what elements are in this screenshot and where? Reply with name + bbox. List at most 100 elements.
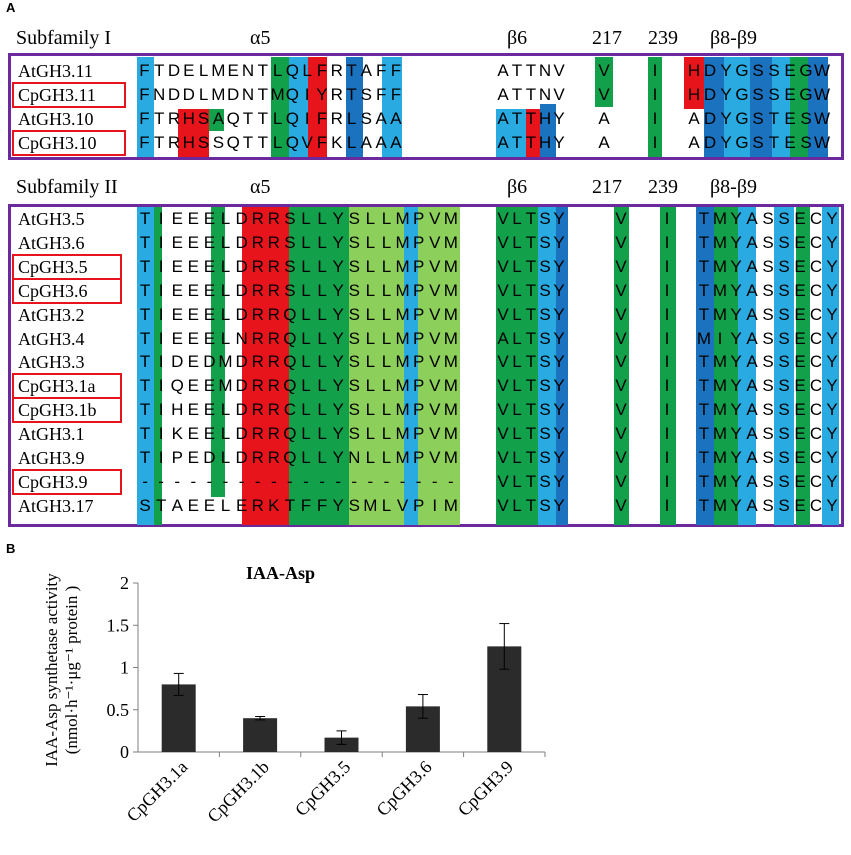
y-tick-label: 1.5: [107, 615, 130, 635]
sf2-vm-highlight: [418, 207, 460, 525]
sf2-seq-s3: V: [615, 424, 627, 444]
subfamily1-239-header: 239: [648, 27, 678, 49]
sf1-dy-highlight: [704, 57, 724, 157]
x-tick-label: CpGH3.9: [454, 757, 517, 820]
bar: [324, 737, 359, 752]
sf1-row-name: AtGH3.10: [18, 109, 94, 129]
sf1-row-name: CpGH3.11: [18, 85, 96, 105]
sf1-seq-s1: F N D D L MD N T MQ I Y R T S F F: [139, 85, 402, 104]
sf1-seq-s4: I: [652, 109, 658, 128]
sf2-c-highlight: [796, 207, 810, 525]
sf2-highlight-box: [12, 277, 122, 304]
sf2-row-name: AtGH3.2: [18, 304, 85, 325]
sf2-ss-highlight: [774, 207, 794, 525]
sf1-217-highlight: [595, 57, 613, 107]
y-tick-label: 0.5: [107, 700, 130, 720]
sf2-seq-s4: I: [664, 448, 670, 467]
sf2-row-name: CpGH3.1b: [18, 400, 97, 421]
sf2-p-highlight: [404, 207, 418, 525]
sf2-rr-highlight: [242, 207, 289, 525]
sf2-cy-highlight: [822, 207, 839, 525]
sf2-seq-s3: V: [615, 471, 627, 491]
subfamily2-beta8-9-header: β8-β9: [710, 176, 758, 198]
sf1-highlight-box: [12, 82, 126, 108]
sf2-highlight-box: [12, 373, 122, 400]
sf1-col-4-highlight: [308, 57, 327, 157]
sf2-row-name: AtGH3.6: [18, 232, 85, 253]
sf1-s2-highlight: [750, 57, 772, 157]
sf1-e-highlight: [790, 57, 808, 157]
subfamily2-alpha5-header: α5: [250, 176, 271, 198]
sf2-seq-s4: I: [664, 256, 670, 276]
sf2-seq-s3: V: [615, 376, 627, 396]
sf2-seq-s3: V: [615, 448, 627, 467]
sf2-217-highlight: [614, 207, 629, 525]
sf2-col-l-highlight: [211, 207, 225, 497]
sf1-seq-s3: V: [598, 61, 610, 80]
subfamily2-217-header: 217: [592, 176, 622, 198]
sf2-seq-s3: V: [615, 280, 627, 300]
sf1-row-name: AtGH3.11: [18, 61, 93, 81]
sf2-sll-highlight: [349, 207, 404, 525]
sf1-hd-highlight: [684, 57, 704, 109]
bar: [161, 684, 196, 752]
sf1-col-1-highlight: [137, 57, 154, 157]
sf1-seq-s3: V: [598, 85, 610, 104]
sf1-239-highlight: [648, 57, 662, 157]
sf2-seq-s4: I: [664, 495, 670, 515]
sf1-w-highlight: [808, 57, 828, 157]
bar: [405, 706, 440, 752]
sf2-s-highlight: [538, 207, 556, 525]
sf2-lly-highlight: [289, 207, 349, 525]
sf1-rh-highlight: [178, 109, 209, 157]
sf1-h-highlight: [526, 109, 540, 157]
sf2-col-i-highlight: [154, 207, 162, 525]
sf2-row-name: CpGH3.1a: [18, 376, 96, 397]
sf1-col-5-highlight: [346, 57, 363, 157]
sf2-seq-s3: V: [615, 209, 627, 228]
sf2-seq-s4: I: [664, 471, 670, 491]
sf1-seq-s4: I: [652, 61, 658, 80]
y-tick-label: 2: [120, 573, 129, 593]
x-tick-label: CpGH3.6: [372, 757, 435, 820]
sf2-y-highlight: [556, 207, 568, 525]
sf2-row-name: CpGH3.9: [18, 471, 88, 492]
sf1-seq-s3: A: [598, 133, 610, 152]
sf2-row-name: CpGH3.5: [18, 256, 88, 277]
sf2-col-t-highlight: [137, 207, 154, 525]
y-axis-label: IAA-Asp synthetase activity (nmol·h⁻¹·μg…: [42, 540, 82, 800]
sf2-row-name: CpGH3.6: [18, 280, 88, 301]
sf2-seq-s4: I: [664, 328, 670, 348]
y-tick-label: 1: [120, 658, 129, 678]
sf1-col-3-highlight: [289, 57, 308, 157]
sf2-239-highlight: [660, 207, 676, 525]
subfamily2-239-header: 239: [648, 176, 678, 198]
subfamily1-217-header: 217: [592, 27, 622, 49]
sf2-row-name: AtGH3.9: [18, 448, 85, 468]
